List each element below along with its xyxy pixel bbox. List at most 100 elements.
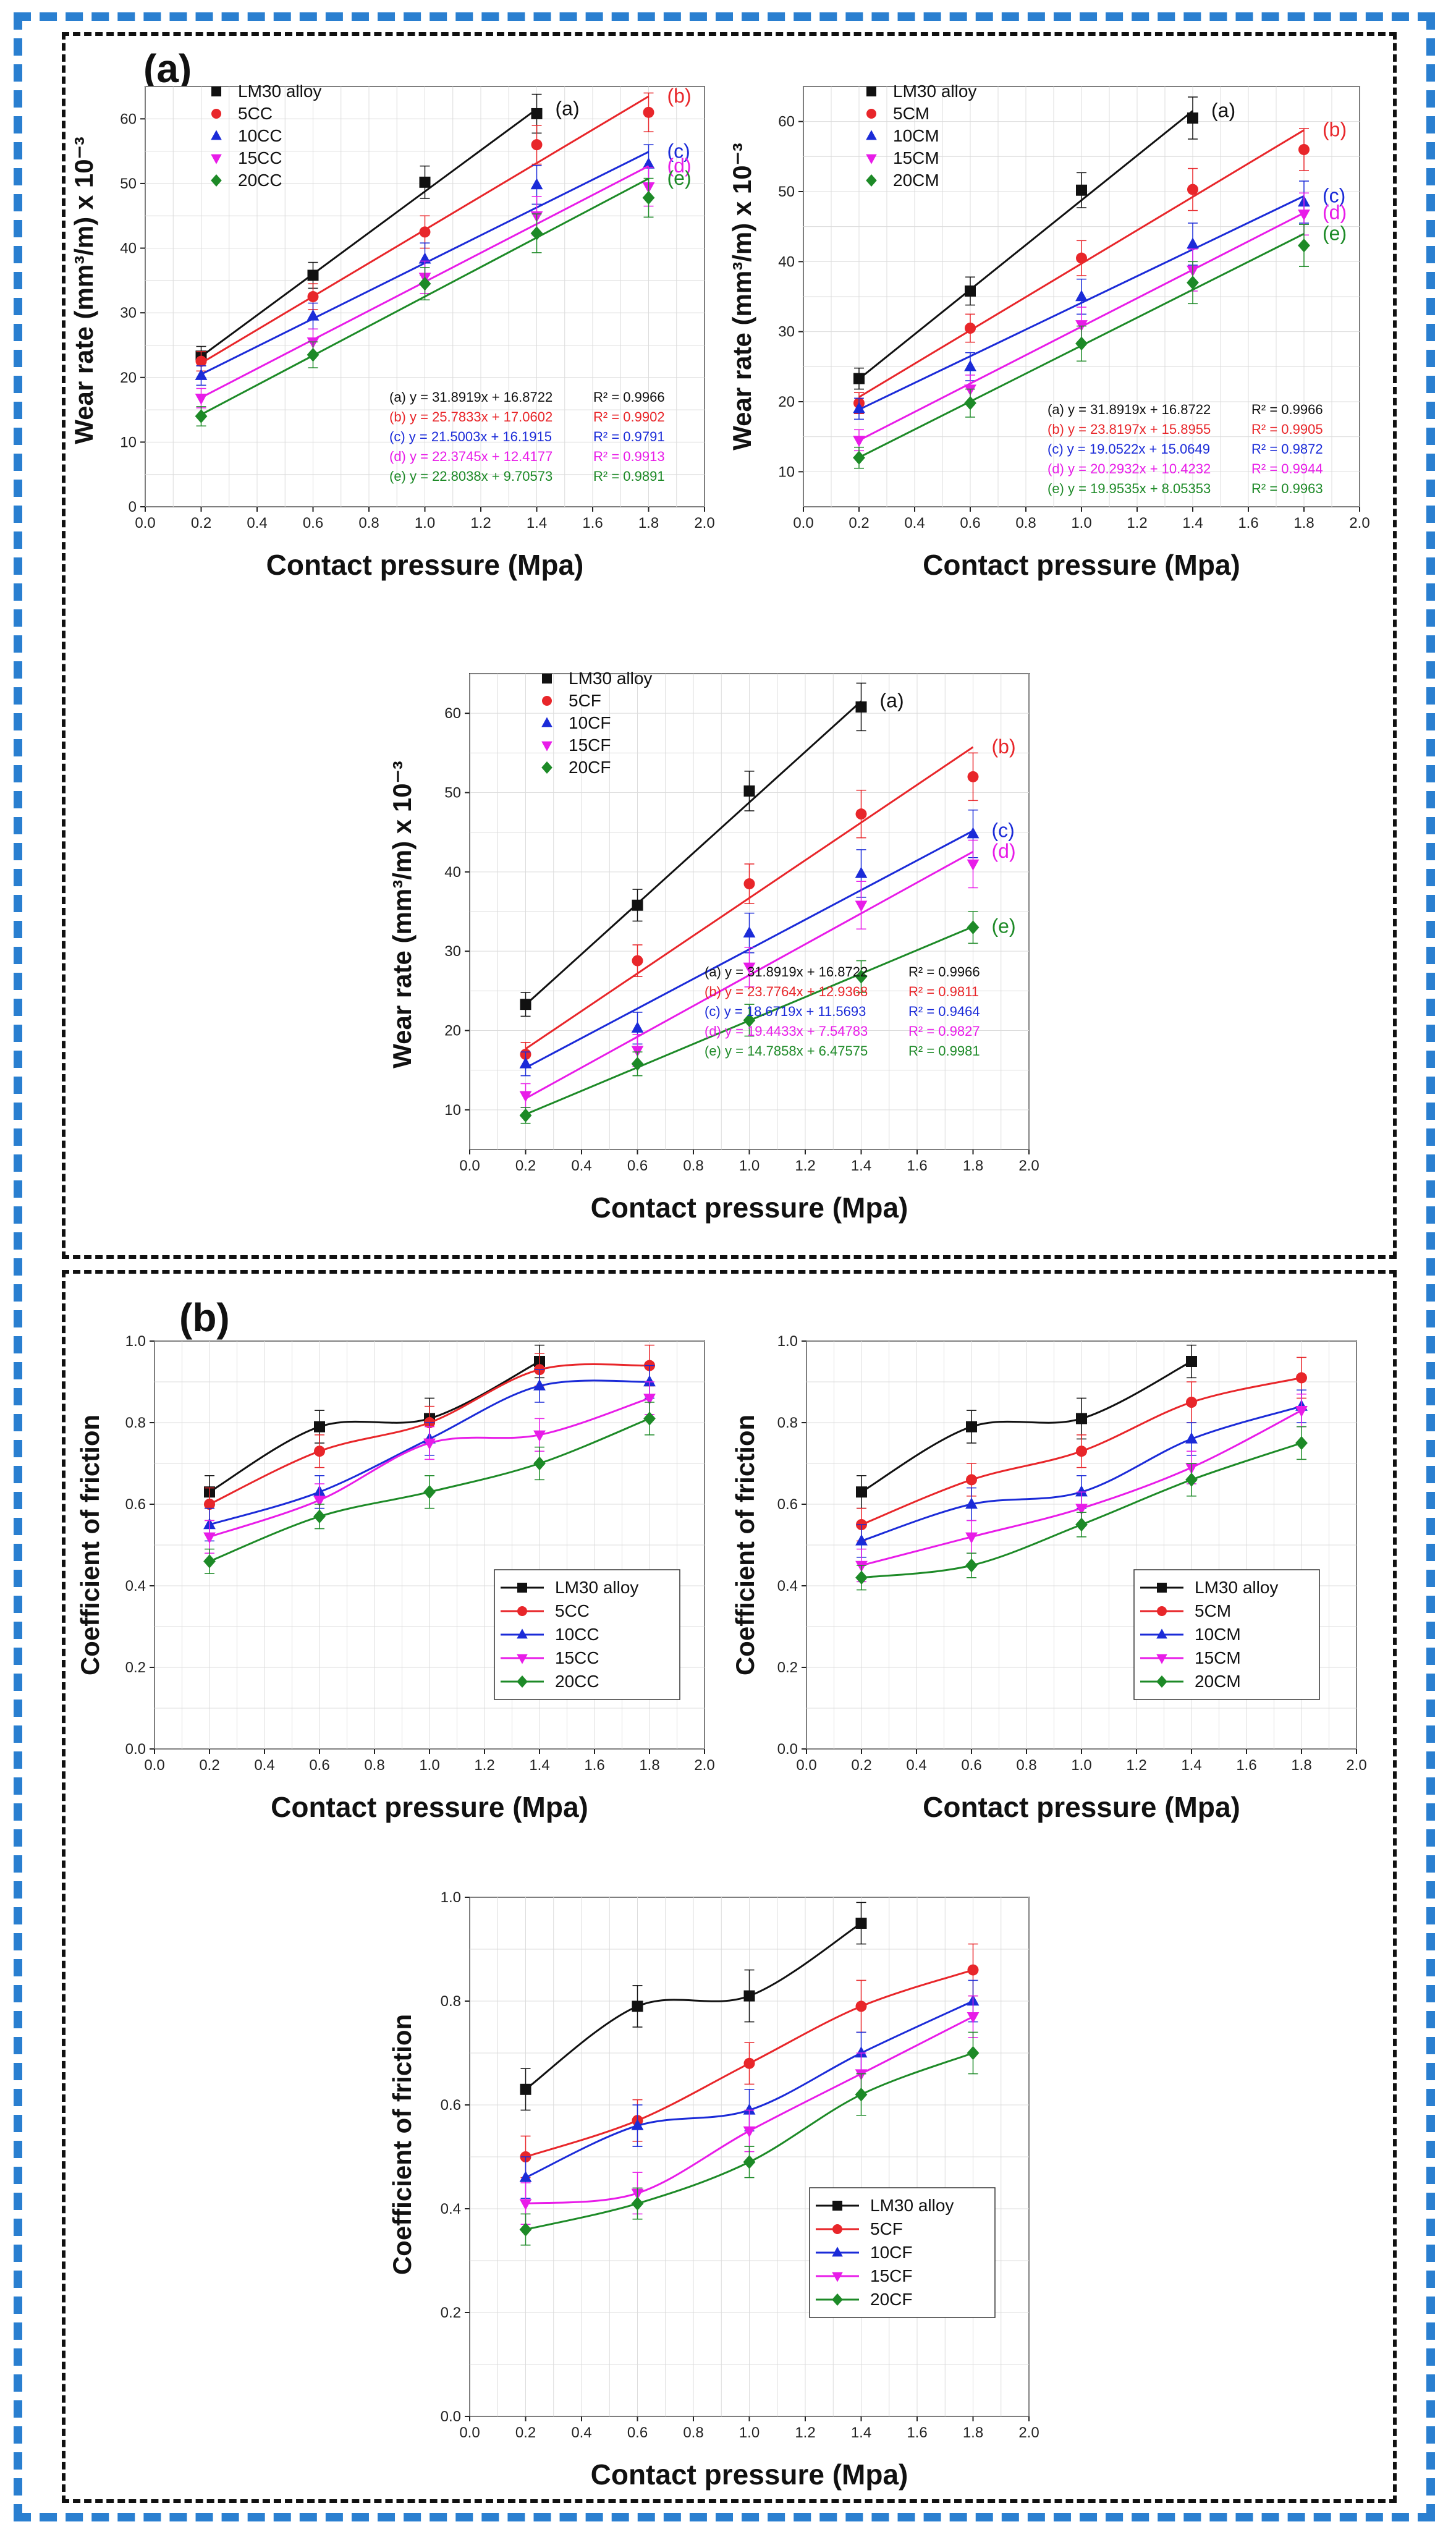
- data-point: [520, 2083, 531, 2095]
- data-point: [743, 1013, 756, 1028]
- legend-marker: [1156, 1654, 1167, 1664]
- legend: LM30 alloy 5CC 10CC 15CC 20CC: [211, 82, 321, 190]
- legend-marker: [517, 1654, 528, 1664]
- series-5cm: (b): [853, 119, 1347, 415]
- data-point: [855, 2087, 868, 2102]
- y-tick-label: 1.0: [777, 1333, 798, 1350]
- data-point: [965, 285, 976, 297]
- legend-marker: [541, 717, 552, 727]
- y-tick-label: 10: [778, 464, 795, 480]
- data-point: [313, 1496, 326, 1507]
- data-point: [204, 1499, 215, 1510]
- data-point: [967, 859, 980, 871]
- x-tick-label: 1.0: [419, 1757, 439, 1774]
- data-point: [530, 226, 543, 240]
- data-point: [1075, 290, 1088, 302]
- x-tick-label: 0.2: [199, 1757, 219, 1774]
- legend-marker: [1157, 1606, 1167, 1616]
- x-tick-label: 0.8: [1016, 1757, 1036, 1774]
- y-tick-label: 0.4: [441, 2201, 461, 2217]
- data-point: [856, 1486, 867, 1498]
- legend-label: 10CF: [569, 713, 611, 732]
- data-point: [307, 269, 319, 281]
- fit-equations: (a) y = 31.8919x + 16.8722 R² = 0.9966 (b)…: [389, 389, 665, 484]
- series-line: [209, 1360, 540, 1493]
- legend-marker: [541, 741, 552, 751]
- data-point: [1075, 336, 1088, 351]
- x-tick-label: 0.6: [627, 1158, 648, 1174]
- curve-tag-label: (b): [992, 735, 1016, 758]
- x-axis-title: Contact pressure (Mpa): [266, 549, 584, 581]
- fit-equation: (e) y = 14.7858x + 6.47575: [705, 1043, 868, 1059]
- data-point: [313, 1509, 326, 1524]
- legend-label: 10CC: [238, 126, 282, 145]
- data-point: [743, 926, 756, 938]
- y-axis: 0.0 0.2 0.4 0.6 0.8 1.0 Coefficient of frictio…: [75, 1333, 154, 1758]
- data-point: [632, 2000, 643, 2012]
- fit-r2: R² = 0.9891: [593, 468, 665, 484]
- y-tick-label: 20: [444, 1023, 461, 1039]
- data-point: [1185, 1473, 1198, 1487]
- data-point: [965, 1558, 978, 1573]
- series-line: [525, 1922, 862, 2091]
- data-point: [520, 999, 531, 1010]
- data-point: [314, 1421, 325, 1433]
- data-point: [314, 1446, 325, 1457]
- data-point: [743, 962, 756, 974]
- y-tick-label: 0.2: [125, 1659, 146, 1676]
- data-point: [855, 1570, 868, 1585]
- data-point: [631, 2196, 644, 2211]
- y-tick-label: 60: [120, 111, 137, 127]
- curve-tag-label: (c): [992, 819, 1015, 841]
- series-15cc: [203, 1381, 656, 1554]
- fit-r2: R² = 0.9872: [1251, 441, 1323, 457]
- legend-marker: [211, 154, 222, 164]
- legend-label: 20CC: [555, 1672, 599, 1691]
- x-tick-label: 1.8: [639, 1757, 659, 1774]
- cof-cf-chart: 0.0 0.2 0.4 0.6 0.8 1.0 1.2 1.4 1.6 1.8 2.0 Contact…: [387, 1889, 1039, 2491]
- y-tick-label: 40: [778, 253, 795, 270]
- panel-a-label: (a): [143, 46, 192, 91]
- legend-label: 20CF: [569, 758, 611, 777]
- series-lm30-alloy: [856, 1344, 1197, 1509]
- x-axis-title: Contact pressure (Mpa): [923, 549, 1240, 581]
- fit-r2: R² = 0.9963: [1251, 481, 1323, 496]
- outer-frame: [14, 12, 1435, 2521]
- data-point: [1076, 1413, 1087, 1425]
- legend-label: LM30 alloy: [569, 669, 652, 688]
- x-tick-label: 1.2: [1126, 1757, 1146, 1774]
- fit-equation: (c) y = 18.6719x + 11.5693: [705, 1004, 866, 1019]
- x-tick-label: 0.8: [1015, 515, 1036, 531]
- legend-marker: [517, 1675, 528, 1688]
- data-point: [1075, 1504, 1088, 1515]
- x-axis: 0.0 0.2 0.4 0.6 0.8 1.0 1.2 1.4 1.6 1.8 2.0 Contact…: [144, 1749, 715, 1823]
- fit-r2: R² = 0.9981: [908, 1043, 980, 1059]
- fit-equation: (e) y = 19.9535x + 8.05353: [1048, 481, 1211, 496]
- x-tick-label: 0.6: [303, 515, 323, 531]
- data-point: [855, 969, 868, 984]
- y-tick-label: 40: [120, 240, 137, 257]
- x-tick-label: 1.8: [1291, 1757, 1311, 1774]
- y-tick-label: 0.8: [441, 1993, 461, 2010]
- fit-equation: (c) y = 19.0522x + 15.0649: [1048, 441, 1210, 457]
- fit-equation: (b) y = 23.8197x + 15.8955: [1048, 421, 1211, 437]
- series-15cf: (d): [519, 839, 1016, 1108]
- x-tick-label: 1.6: [582, 515, 603, 531]
- legend-marker: [832, 2224, 842, 2234]
- legend-marker: [542, 674, 552, 684]
- legend-marker: [517, 1606, 527, 1616]
- data-point: [967, 827, 980, 839]
- x-tick-label: 0.8: [683, 2424, 703, 2441]
- legend-label: 10CM: [893, 126, 939, 145]
- data-point: [855, 1534, 868, 1546]
- legend-marker: [866, 130, 877, 140]
- y-axis: 0.0 0.2 0.4 0.6 0.8 1.0 Coefficient of frictio…: [730, 1333, 806, 1758]
- legend-marker: [832, 2293, 843, 2306]
- data-point: [195, 394, 208, 405]
- curve-tag-label: (e): [992, 915, 1016, 938]
- data-point: [632, 899, 643, 911]
- data-point: [855, 866, 868, 878]
- y-axis-title: Wear rate (mm³/m) x 10⁻³: [727, 143, 756, 451]
- x-tick-label: 0.2: [849, 515, 869, 531]
- y-tick-label: 0.2: [441, 2305, 461, 2321]
